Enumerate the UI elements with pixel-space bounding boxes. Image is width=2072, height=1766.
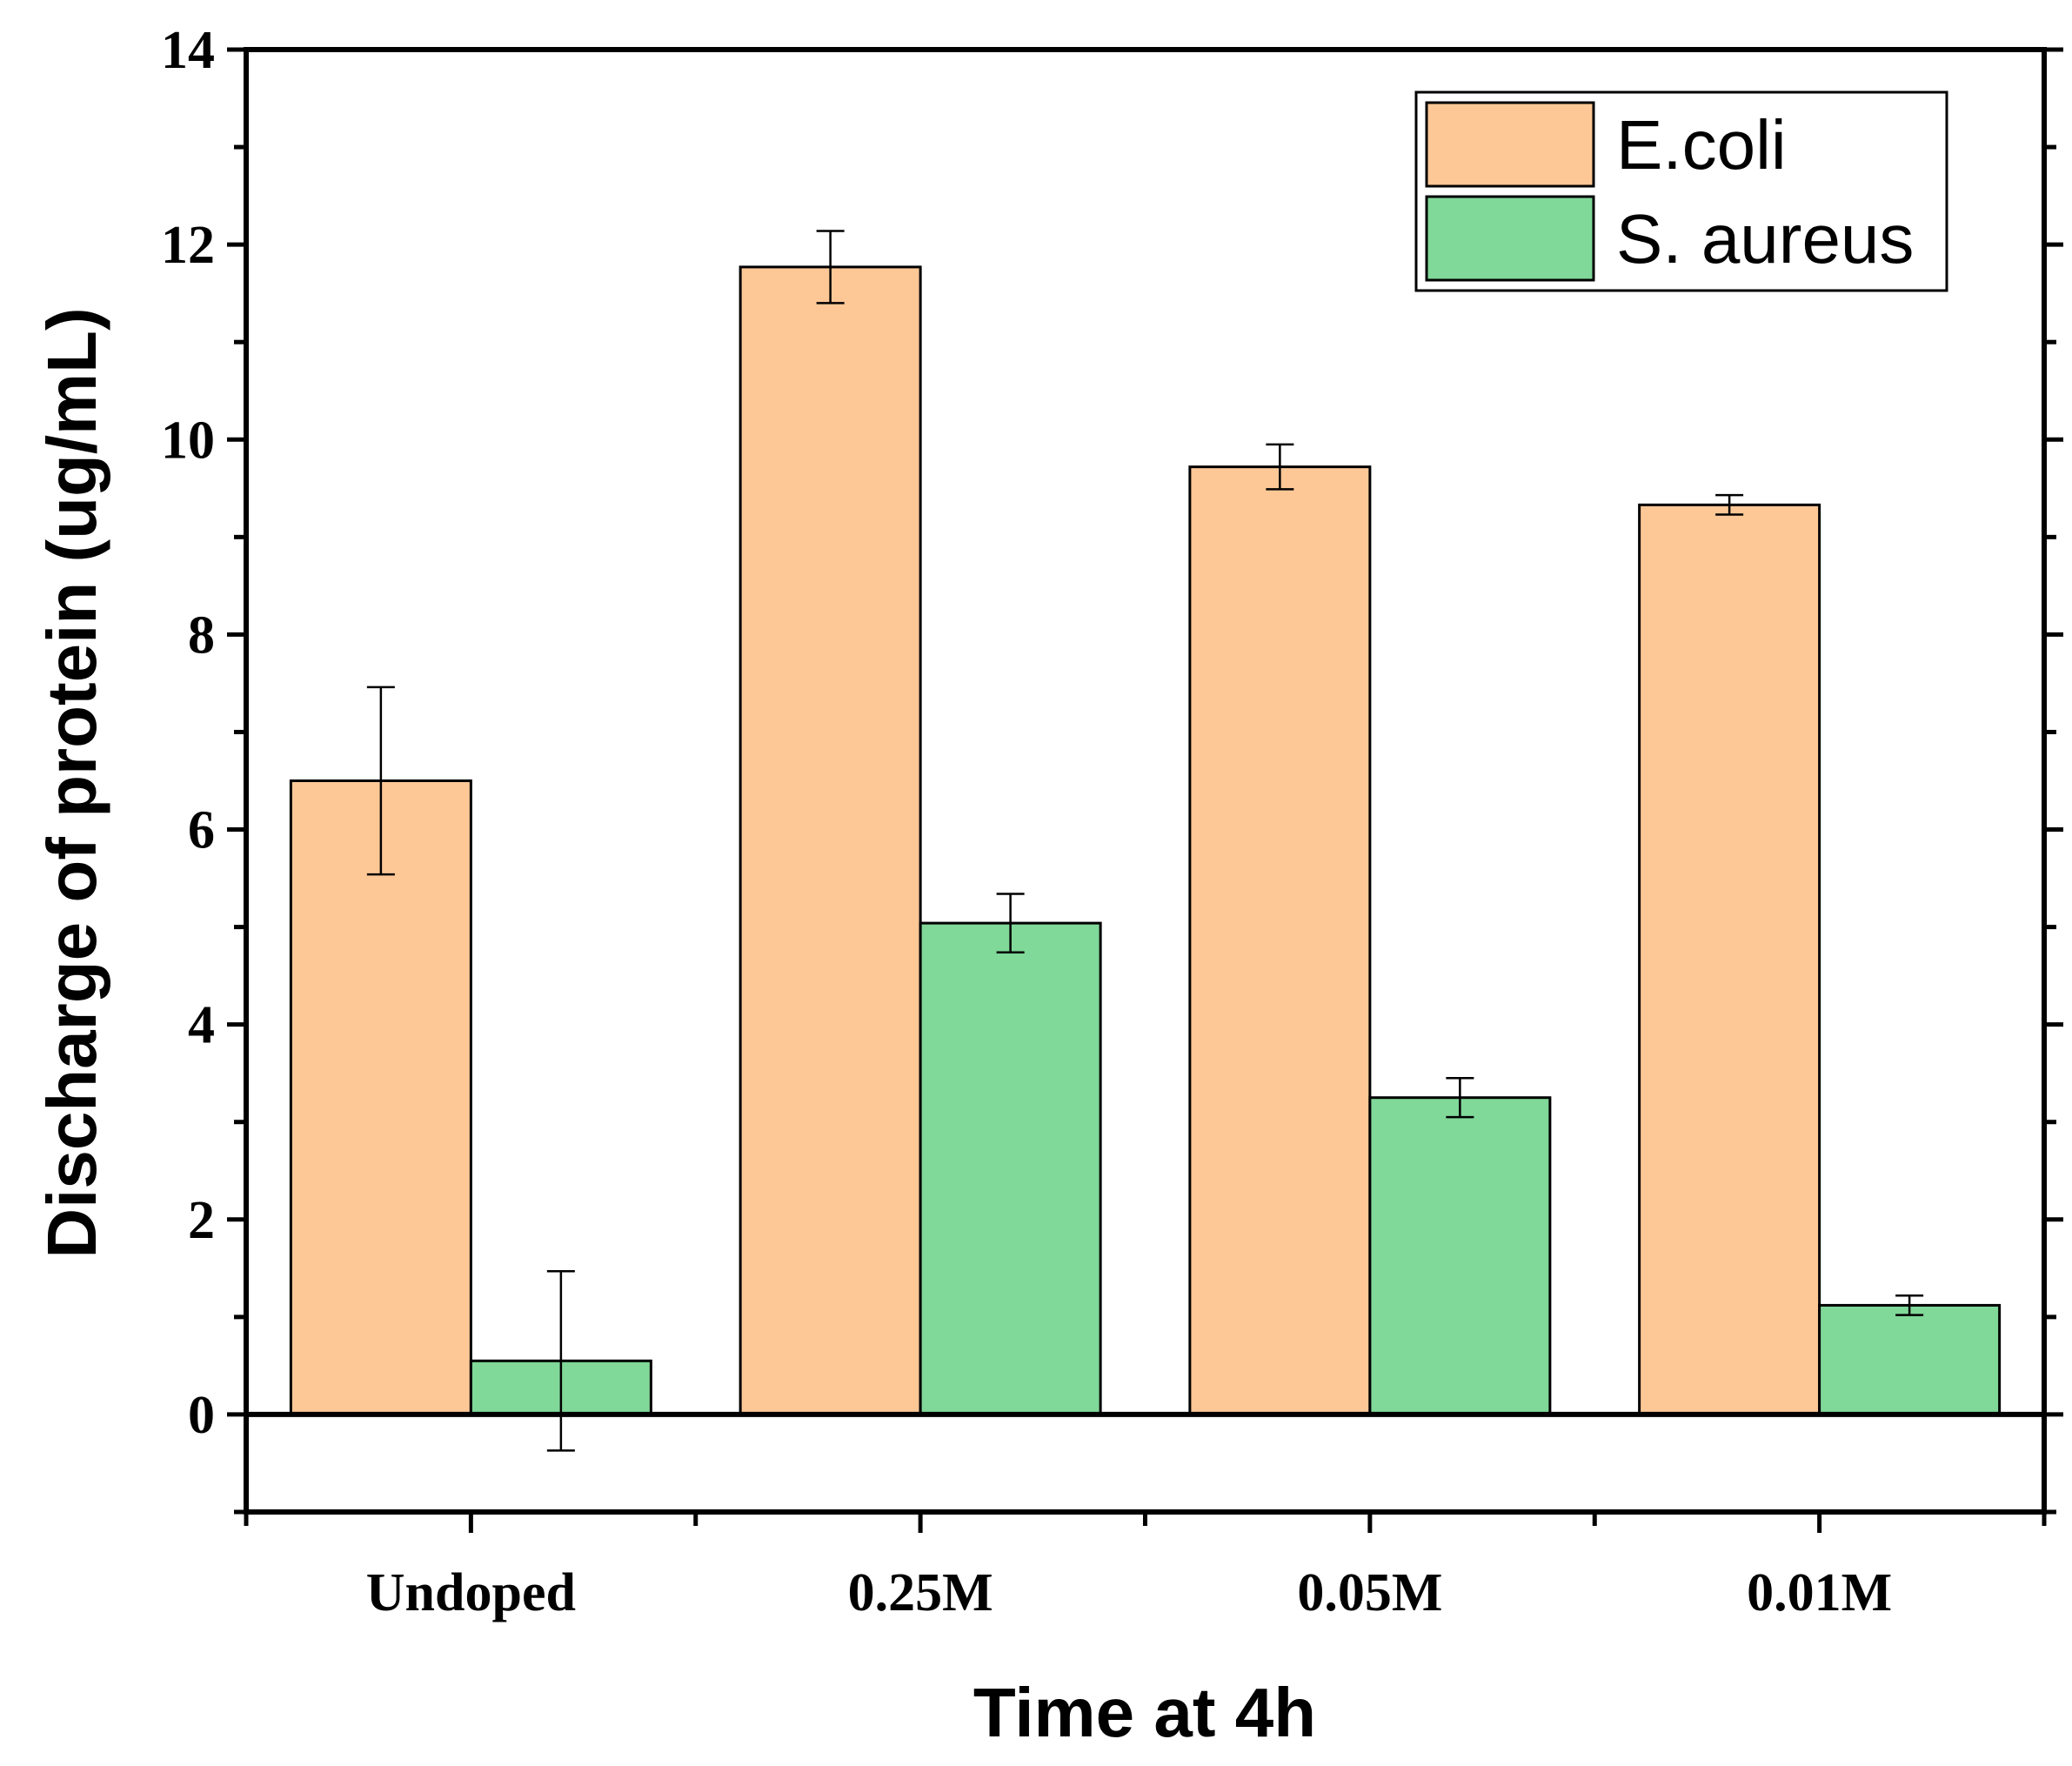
y-tick-label: 4 <box>188 996 215 1055</box>
x-tick-label: 0.05M <box>1297 1563 1442 1622</box>
error-bar-series-0-3 <box>1715 493 1744 516</box>
legend-swatch-ecoli <box>1425 101 1595 188</box>
error-bars-layer <box>366 230 1924 1452</box>
bar-series-1-3 <box>1818 1303 2002 1416</box>
x-tick-labels: Undoped 0.25M 0.05M 0.01M <box>366 1563 1892 1622</box>
bar-series-1-1 <box>919 921 1102 1416</box>
legend: E.coli S. aureus <box>1414 90 1948 292</box>
y-tick-label: 6 <box>188 801 215 860</box>
y-axis-title: Discharge of protein (ug/mL) <box>33 307 110 1258</box>
bar-series-0-2 <box>1188 465 1372 1416</box>
error-bar-series-1-2 <box>1446 1077 1474 1119</box>
error-bar-series-1-3 <box>1895 1294 1924 1316</box>
error-bar-series-1-0 <box>546 1269 575 1452</box>
y-tick-label: 0 <box>188 1386 215 1445</box>
y-tick-label: 2 <box>188 1191 215 1250</box>
bar-series-0-1 <box>739 265 922 1416</box>
error-bar-series-0-0 <box>366 686 395 876</box>
error-bar-series-1-1 <box>996 893 1025 953</box>
x-axis-title: Time at 4h <box>973 1674 1316 1751</box>
axis-ticks <box>227 47 2063 1533</box>
bar-series-0-0 <box>289 779 472 1416</box>
legend-label-ecoli: E.coli <box>1616 106 1787 184</box>
y-tick-label: 10 <box>161 411 215 470</box>
x-tick-label: 0.25M <box>848 1563 993 1622</box>
bars-layer <box>289 265 2002 1416</box>
y-tick-labels: 0 2 4 6 8 10 12 14 <box>161 21 215 1445</box>
x-tick-label: 0.01M <box>1747 1563 1892 1622</box>
x-tick-label: Undoped <box>366 1563 576 1622</box>
bar-series-0-3 <box>1638 503 1821 1416</box>
y-tick-label: 8 <box>188 605 215 665</box>
bar-series-1-2 <box>1368 1096 1552 1416</box>
y-tick-label: 14 <box>161 21 215 80</box>
y-tick-label: 12 <box>161 216 215 275</box>
error-bar-series-0-1 <box>816 230 845 304</box>
legend-label-saureus: S. aureus <box>1616 200 1914 278</box>
error-bar-series-0-2 <box>1266 443 1294 491</box>
legend-swatch-saureus <box>1425 195 1595 282</box>
